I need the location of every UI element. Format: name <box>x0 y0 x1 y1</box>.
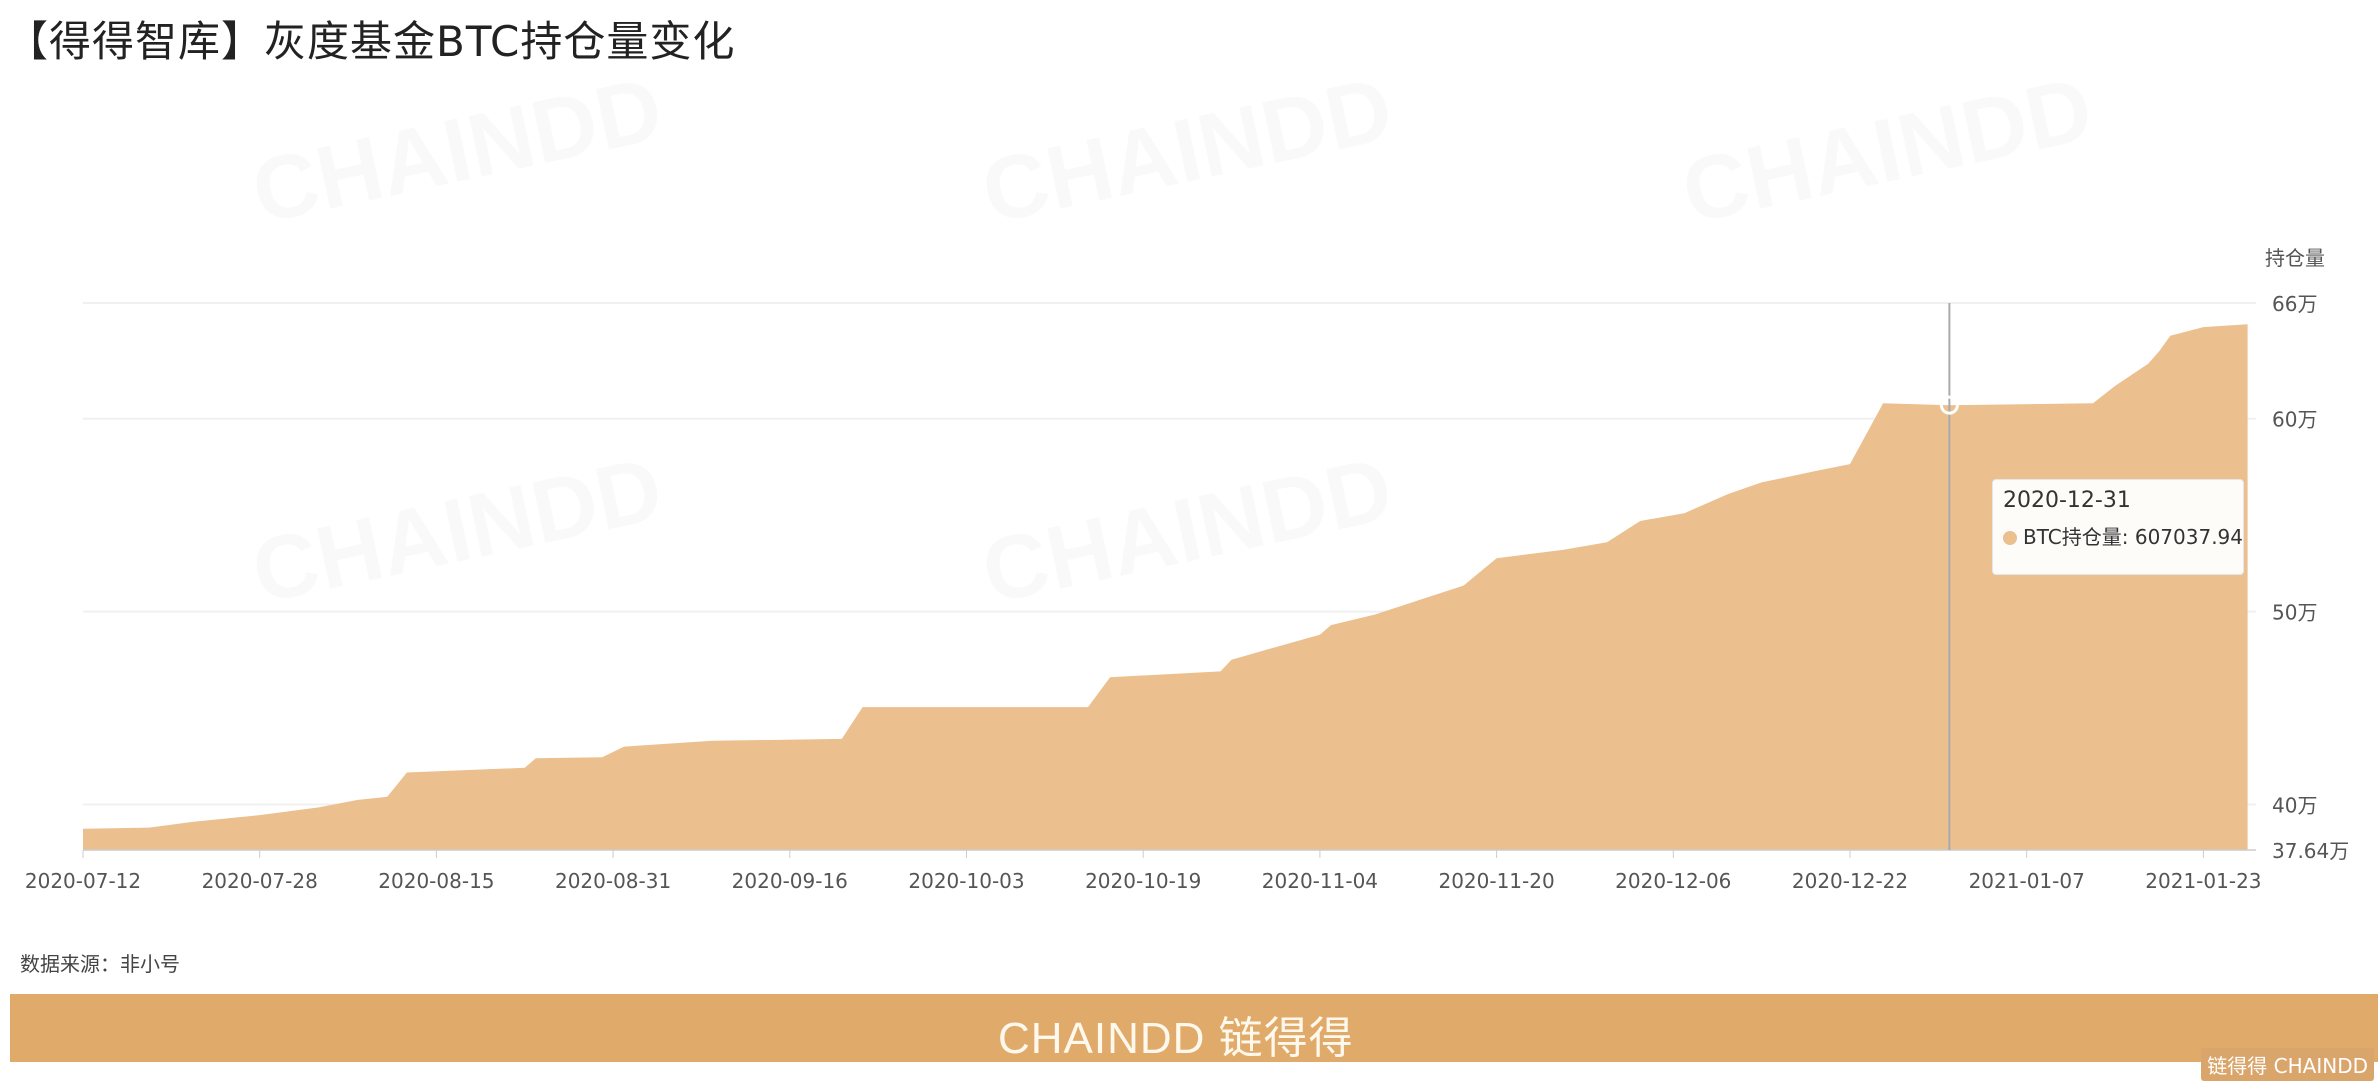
x-tick-label: 2020-08-31 <box>555 869 671 893</box>
area-series <box>83 324 2248 850</box>
y-tick-label: 66万 <box>2272 292 2317 316</box>
tooltip-series: BTC持仓量 <box>2023 525 2122 549</box>
y-tick-label: 37.64万 <box>2272 839 2349 863</box>
x-tick-label: 2020-11-04 <box>1262 869 1378 893</box>
x-tick-label: 2020-07-12 <box>25 869 141 893</box>
y-tick-label: 50万 <box>2272 601 2317 625</box>
tooltip-date: 2020-12-31 <box>2003 488 2131 513</box>
x-tick-label: 2021-01-07 <box>1969 869 2085 893</box>
chart-tooltip: 2020-12-31 BTC持仓量: 607037.94 <box>1992 479 2244 575</box>
x-tick-label: 2021-01-23 <box>2145 869 2261 893</box>
data-source: 数据来源：非小号 <box>20 952 180 976</box>
page-title: 【得得智库】灰度基金BTC持仓量变化 <box>6 17 736 66</box>
x-tick-label: 2020-08-15 <box>378 869 494 893</box>
x-tick-label: 2020-07-28 <box>202 869 318 893</box>
series-dot-icon <box>2003 531 2017 545</box>
area-chart: 66万 60万 50万 40万 37.64万 持仓量 2020-07-12 2020-07-2… <box>25 246 2349 893</box>
x-tick-label: 2020-11-20 <box>1438 869 1554 893</box>
tooltip-row: BTC持仓量: 607037.94 <box>2003 521 2243 550</box>
x-tick-label: 2020-09-16 <box>732 869 848 893</box>
tooltip-value: 607037.94 <box>2134 525 2243 549</box>
x-tick-label: 2020-10-19 <box>1085 869 1201 893</box>
x-tick-label: 2020-12-22 <box>1792 869 1908 893</box>
y-tick-label: 40万 <box>2272 793 2317 817</box>
brand-banner: CHAINDD 链得得 <box>10 994 2378 1063</box>
brand-logo: CHAINDD 链得得 <box>998 1014 1354 1063</box>
y-tick-label: 60万 <box>2272 408 2317 432</box>
highlight-point <box>1939 395 1959 415</box>
x-tick-label: 2020-10-03 <box>908 869 1024 893</box>
y-axis-title: 持仓量 <box>2265 246 2325 270</box>
corner-logo: 链得得 CHAINDD <box>2201 1048 2374 1081</box>
x-tick-label: 2020-12-06 <box>1615 869 1731 893</box>
